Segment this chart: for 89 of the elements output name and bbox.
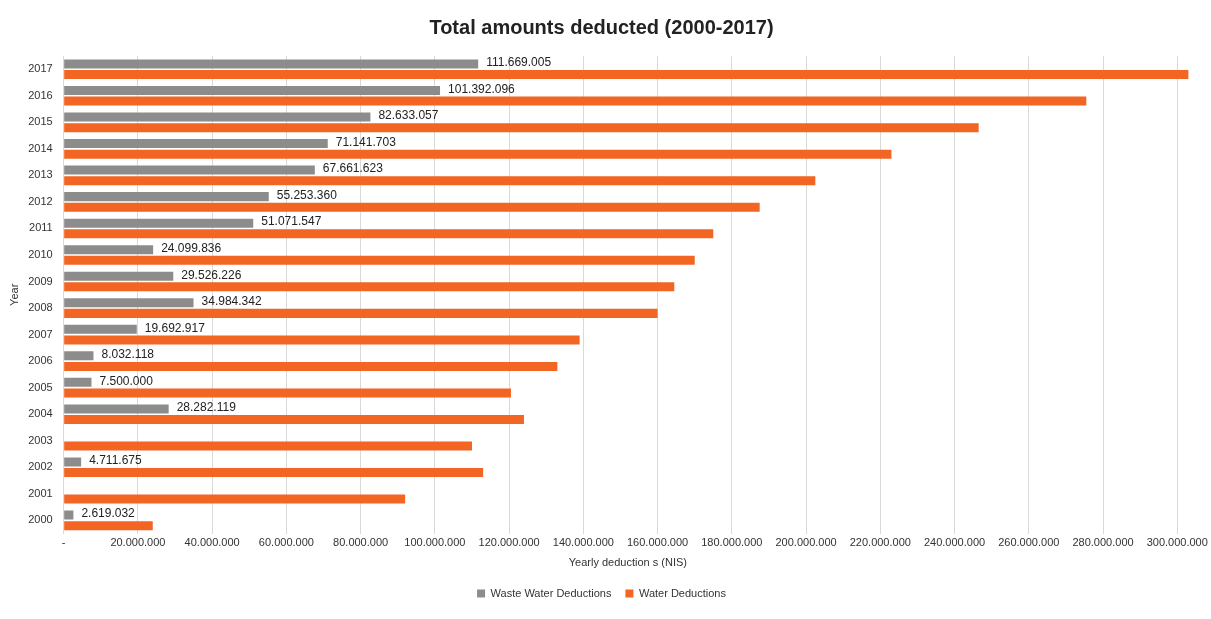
bar [64,96,1087,106]
y-tick-label: 2001 [28,486,53,499]
y-tick-label: 2006 [28,354,53,367]
bar [64,361,558,371]
data-label: 101.392.096 [448,81,516,96]
x-tick-label: 140.000.000 [552,536,614,549]
y-tick-label: 2004 [28,407,53,420]
bar [64,192,269,202]
bar [64,351,94,361]
bar [64,112,371,122]
data-label: 24.099.836 [161,241,222,256]
bar [64,388,511,398]
bar [64,85,441,95]
x-tick-label: 40.000.000 [184,536,240,549]
bar [64,457,82,467]
y-tick-label: 2010 [28,248,53,261]
y-tick-label: 2005 [28,380,53,393]
bar [64,176,816,186]
data-label: 71.141.703 [335,134,397,149]
legend-label: Water Deductions [638,586,727,599]
x-tick-label: 180.000.000 [701,536,763,549]
bar [64,521,153,531]
y-axis-title: Year [7,283,20,306]
y-tick-label: 2015 [28,115,53,128]
x-axis-title: Yearly deduction s (NIS) [568,556,687,569]
y-tick-label: 2007 [28,327,53,340]
bar [64,441,472,451]
x-tick-label: 240.000.000 [923,536,986,549]
bar [64,245,154,255]
data-label: 82.633.057 [378,108,439,123]
bar [64,415,524,425]
chart-title: Total amounts deducted (2000-2017) [429,15,774,38]
x-tick-label: 220.000.000 [849,536,911,549]
bar [64,149,892,159]
bar [64,255,695,265]
x-tick-label: 280.000.000 [1072,536,1134,549]
x-tick-label: 200.000.000 [775,536,837,549]
legend-label: Waste Water Deductions [490,586,612,599]
x-tick-label: 300.000.000 [1146,536,1208,549]
x-tick-label: 20.000.000 [110,536,166,549]
data-label: 19.692.917 [144,320,206,335]
x-tick-label: 160.000.000 [627,536,689,549]
data-label: 2.619.032 [81,506,136,521]
data-label: 55.253.360 [276,187,338,202]
data-label: 29.526.226 [181,267,242,282]
bar [64,271,174,281]
bar [64,468,484,478]
data-label: 8.032.118 [101,347,155,362]
y-tick-label: 2017 [28,62,53,75]
data-label: 111.669.005 [486,55,552,70]
bar [64,202,760,212]
bar [64,139,328,149]
y-tick-label: 2013 [28,168,53,181]
bar [64,324,137,334]
x-tick-label: - [61,536,66,549]
x-tick-label: 120.000.000 [478,536,540,549]
y-tick-label: 2009 [28,274,53,287]
y-tick-label: 2000 [28,513,53,526]
y-tick-label: 2014 [28,141,53,154]
y-tick-label: 2003 [28,433,53,446]
x-tick-label: 260.000.000 [998,536,1060,549]
y-tick-label: 2002 [28,460,53,473]
bar [64,165,315,175]
x-tick-label: 100.000.000 [404,536,466,549]
data-label: 34.984.342 [201,294,262,309]
y-tick-label: 2008 [28,301,53,314]
data-label: 28.282.119 [176,400,237,415]
data-label: 4.711.675 [89,453,142,468]
bar [64,494,406,504]
y-tick-label: 2011 [29,221,53,234]
bar [64,404,169,414]
bar [64,123,979,133]
y-tick-label: 2012 [28,194,53,207]
bar [64,70,1189,80]
bar [64,229,714,239]
bar [64,59,479,69]
x-tick-label: 80.000.000 [333,536,389,549]
bar [64,335,580,345]
data-label: 67.661.623 [322,161,384,176]
bar [64,377,92,387]
bar [64,510,74,520]
data-label: 7.500.000 [99,373,154,388]
bar [64,282,675,292]
bar [64,308,658,318]
x-tick-label: 60.000.000 [258,536,314,549]
data-label: 51.071.547 [261,214,322,229]
bar [64,218,254,228]
bar [64,298,194,308]
y-tick-label: 2016 [28,88,53,101]
